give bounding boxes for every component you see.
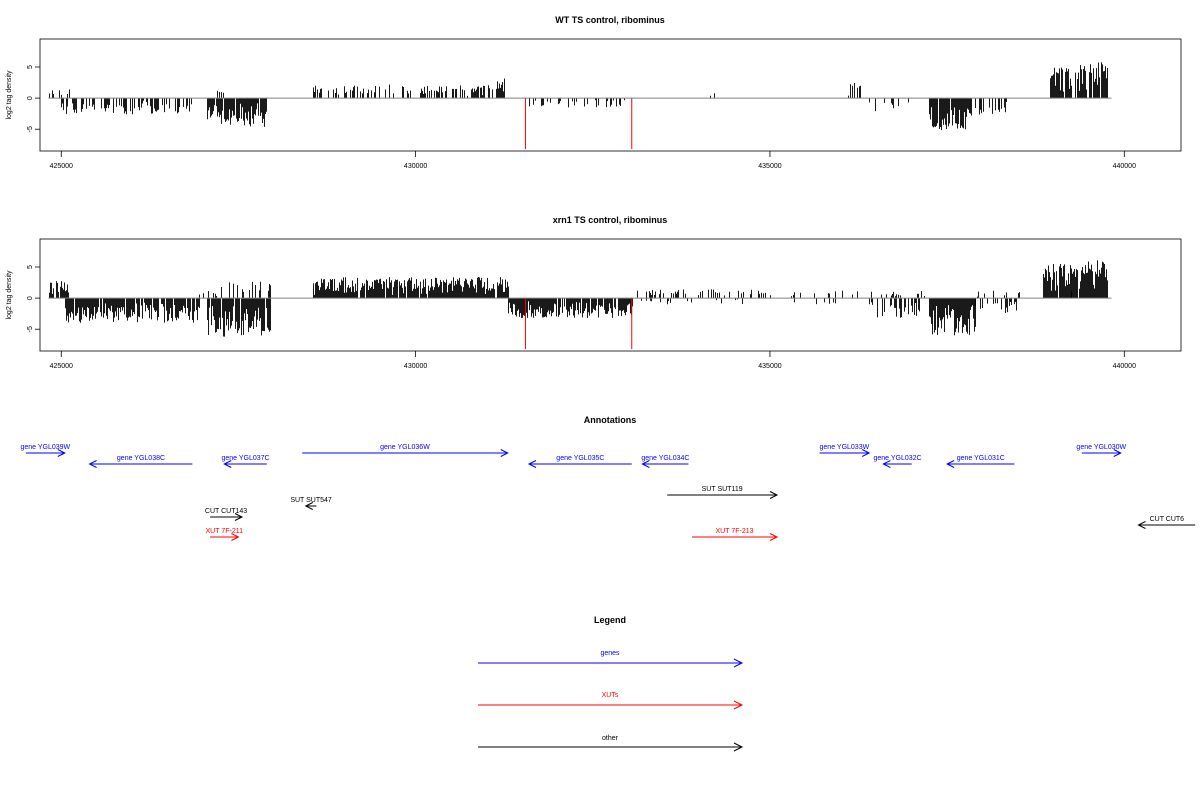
arrow-head-icon [234, 513, 244, 521]
x-tick-label: 435000 [758, 363, 781, 370]
arrow-head-icon [223, 460, 232, 468]
feature-label: CUT CUT143 [205, 508, 247, 515]
annotation-feature: XUT 7F-213 [692, 528, 779, 541]
feature-label: gene YGL032C [873, 455, 921, 462]
arrow-head-icon [88, 460, 97, 468]
legend-item-other: other [478, 735, 744, 752]
axis-ticks: 425000 430000 435000 440000 -5 0 5 [27, 65, 1136, 170]
y-tick-label: 5 [27, 65, 34, 69]
density-bars [48, 260, 1112, 337]
annotation-feature: SUT SUT547 [290, 497, 332, 510]
feature-label: gene YGL038C [117, 455, 165, 462]
y-axis-label: log2 tag density [6, 70, 13, 120]
arrow-head-icon [861, 449, 871, 457]
y-tick-label: -5 [27, 326, 34, 332]
arrow-head-icon [500, 449, 509, 457]
feature-label: XUT 7F-213 [716, 528, 754, 535]
x-tick-label: 435000 [758, 163, 781, 170]
annotation-feature: gene YGL036W [302, 444, 509, 457]
annotation-feature: SUT SUT119 [667, 486, 779, 499]
feature-label: gene YGL035C [556, 455, 604, 462]
arrow-head-icon [946, 460, 955, 468]
x-tick-label: 440000 [1113, 363, 1136, 370]
panel-title: xrn1 TS control, ribominus [553, 215, 668, 225]
annotation-feature: gene YGL031C [946, 455, 1015, 468]
legend-item-genes: genes [478, 650, 744, 668]
annotation-feature: gene YGL038C [88, 455, 193, 468]
legend-title: Legend [594, 615, 626, 625]
x-tick-label: 430000 [404, 163, 427, 170]
annotation-feature: gene YGL032C [873, 455, 922, 468]
arrow-head-icon [641, 460, 650, 468]
feature-label: gene YGL037C [221, 455, 269, 462]
annotation-feature: gene YGL039W [20, 444, 71, 457]
panel-title: WT TS control, ribominus [555, 15, 665, 25]
feature-label: gene YGL039W [20, 444, 70, 451]
red-markers [524, 298, 633, 350]
arrow-head-icon [1113, 449, 1122, 457]
density-bars [48, 62, 1112, 131]
annotation-feature: gene YGL030W [1076, 444, 1127, 457]
annotation-feature: gene YGL037C [221, 455, 270, 468]
arrow-head-icon [733, 700, 744, 710]
red-markers [524, 98, 633, 150]
annotation-features: gene YGL039W gene YGL038C gene YGL037C gene… [20, 444, 1196, 541]
y-tick-label: 0 [27, 96, 34, 100]
plot-frame [39, 38, 1182, 152]
x-tick-label: 430000 [404, 363, 427, 370]
feature-label: CUT CUT6 [1150, 516, 1185, 523]
legend-label: XUTs [602, 692, 619, 699]
arrow-head-icon [882, 460, 891, 468]
xrn1-density-panel: xrn1 TS control, ribominus log2 tag dens… [6, 215, 1182, 370]
wt-density-panel: WT TS control, ribominus log2 tag densit… [6, 15, 1182, 170]
feature-label: gene YGL036W [380, 444, 430, 451]
y-tick-label: 5 [27, 265, 34, 269]
annotation-feature: XUT 7F-211 [206, 528, 244, 541]
arrow-head-icon [231, 533, 240, 541]
feature-label: gene YGL033W [820, 444, 870, 451]
legend-label: other [602, 735, 619, 742]
arrow-head-icon [57, 449, 66, 457]
feature-label: gene YGL030W [1076, 444, 1126, 451]
x-tick-label: 440000 [1113, 163, 1136, 170]
annotation-feature: CUT CUT6 [1137, 516, 1196, 529]
annotation-feature: gene YGL034C [641, 455, 689, 468]
x-tick-label: 425000 [50, 363, 73, 370]
annotations-title: Annotations [584, 415, 637, 425]
y-tick-label: 0 [27, 296, 34, 300]
axis-ticks: 425000 430000 435000 440000 -5 0 5 [27, 265, 1136, 370]
legend-label: genes [600, 650, 620, 657]
feature-label: gene YGL034C [641, 455, 689, 462]
y-axis-label: log2 tag density [6, 270, 13, 320]
arrow-head-icon [1137, 521, 1146, 529]
legend-item-xuts: XUTs [478, 692, 744, 710]
feature-label: SUT SUT119 [702, 486, 743, 493]
plot-frame [39, 238, 1182, 352]
feature-label: SUT SUT547 [290, 497, 332, 504]
annotation-feature: gene YGL035C [527, 455, 632, 468]
feature-label: gene YGL031C [957, 455, 1005, 462]
annotation-feature: gene YGL033W [820, 444, 871, 457]
annotation-feature: CUT CUT143 [205, 508, 247, 521]
x-tick-label: 425000 [50, 163, 73, 170]
arrow-head-icon [733, 742, 744, 752]
arrow-head-icon [769, 533, 779, 541]
arrow-head-icon [733, 658, 744, 668]
arrow-head-icon [304, 502, 313, 510]
legend-panel: Legend genes XUTs other [478, 615, 744, 752]
y-tick-label: -5 [27, 126, 34, 132]
arrow-head-icon [527, 460, 537, 468]
arrow-head-icon [769, 491, 779, 499]
feature-label: XUT 7F-211 [206, 528, 244, 535]
